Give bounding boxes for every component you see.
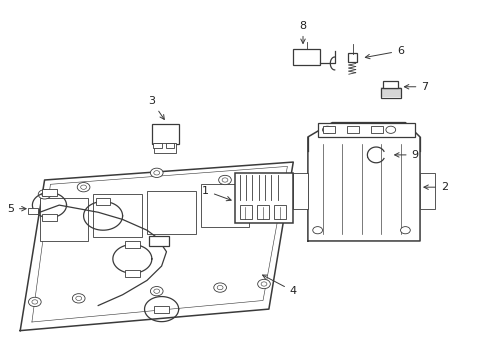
Circle shape [150,168,163,177]
Bar [293,49,320,65]
Circle shape [154,289,159,293]
Text: 2: 2 [423,182,447,192]
Text: 8: 8 [299,21,306,44]
Text: 7: 7 [404,82,427,92]
Circle shape [154,171,159,175]
Bar [200,184,249,226]
Circle shape [77,183,90,192]
Bar [125,270,140,277]
Circle shape [218,175,231,185]
Polygon shape [20,162,293,330]
Bar [419,173,434,209]
Bar [40,198,88,241]
Text: 4: 4 [262,275,296,296]
Circle shape [222,178,227,182]
Circle shape [385,126,395,134]
Circle shape [217,285,223,290]
Bar [149,235,168,246]
Bar [147,191,195,234]
Circle shape [32,300,38,304]
Circle shape [72,294,85,303]
Bar [347,53,356,62]
Bar [42,189,57,196]
Bar [125,241,140,248]
Bar [93,194,142,237]
Bar [234,173,293,223]
Circle shape [322,126,331,134]
Circle shape [257,279,270,289]
Bar [256,205,268,220]
Circle shape [150,287,163,296]
Circle shape [76,296,81,301]
Bar [154,306,168,313]
Bar [152,125,178,144]
Circle shape [261,282,266,286]
Bar [293,173,307,209]
Bar [165,143,174,148]
Text: 3: 3 [148,96,164,120]
Bar [370,126,383,134]
Bar [273,205,285,220]
Text: 5: 5 [7,204,26,214]
Bar [239,205,251,220]
Circle shape [312,226,322,234]
Bar [383,81,397,88]
Bar [153,143,162,148]
Circle shape [270,178,276,182]
Bar [154,143,176,153]
Text: 6: 6 [365,46,403,59]
Bar [96,198,110,205]
Bar [27,208,38,214]
Circle shape [267,175,280,185]
Bar [380,88,400,98]
Circle shape [81,185,86,189]
Text: 9: 9 [394,150,418,160]
Bar [346,126,358,134]
Circle shape [38,190,51,199]
Circle shape [213,283,226,292]
Bar [317,123,414,137]
Circle shape [28,297,41,307]
Bar [322,126,334,134]
Circle shape [41,192,47,197]
Polygon shape [307,123,419,241]
Circle shape [400,226,409,234]
Text: 1: 1 [202,186,231,201]
Bar [42,214,57,221]
